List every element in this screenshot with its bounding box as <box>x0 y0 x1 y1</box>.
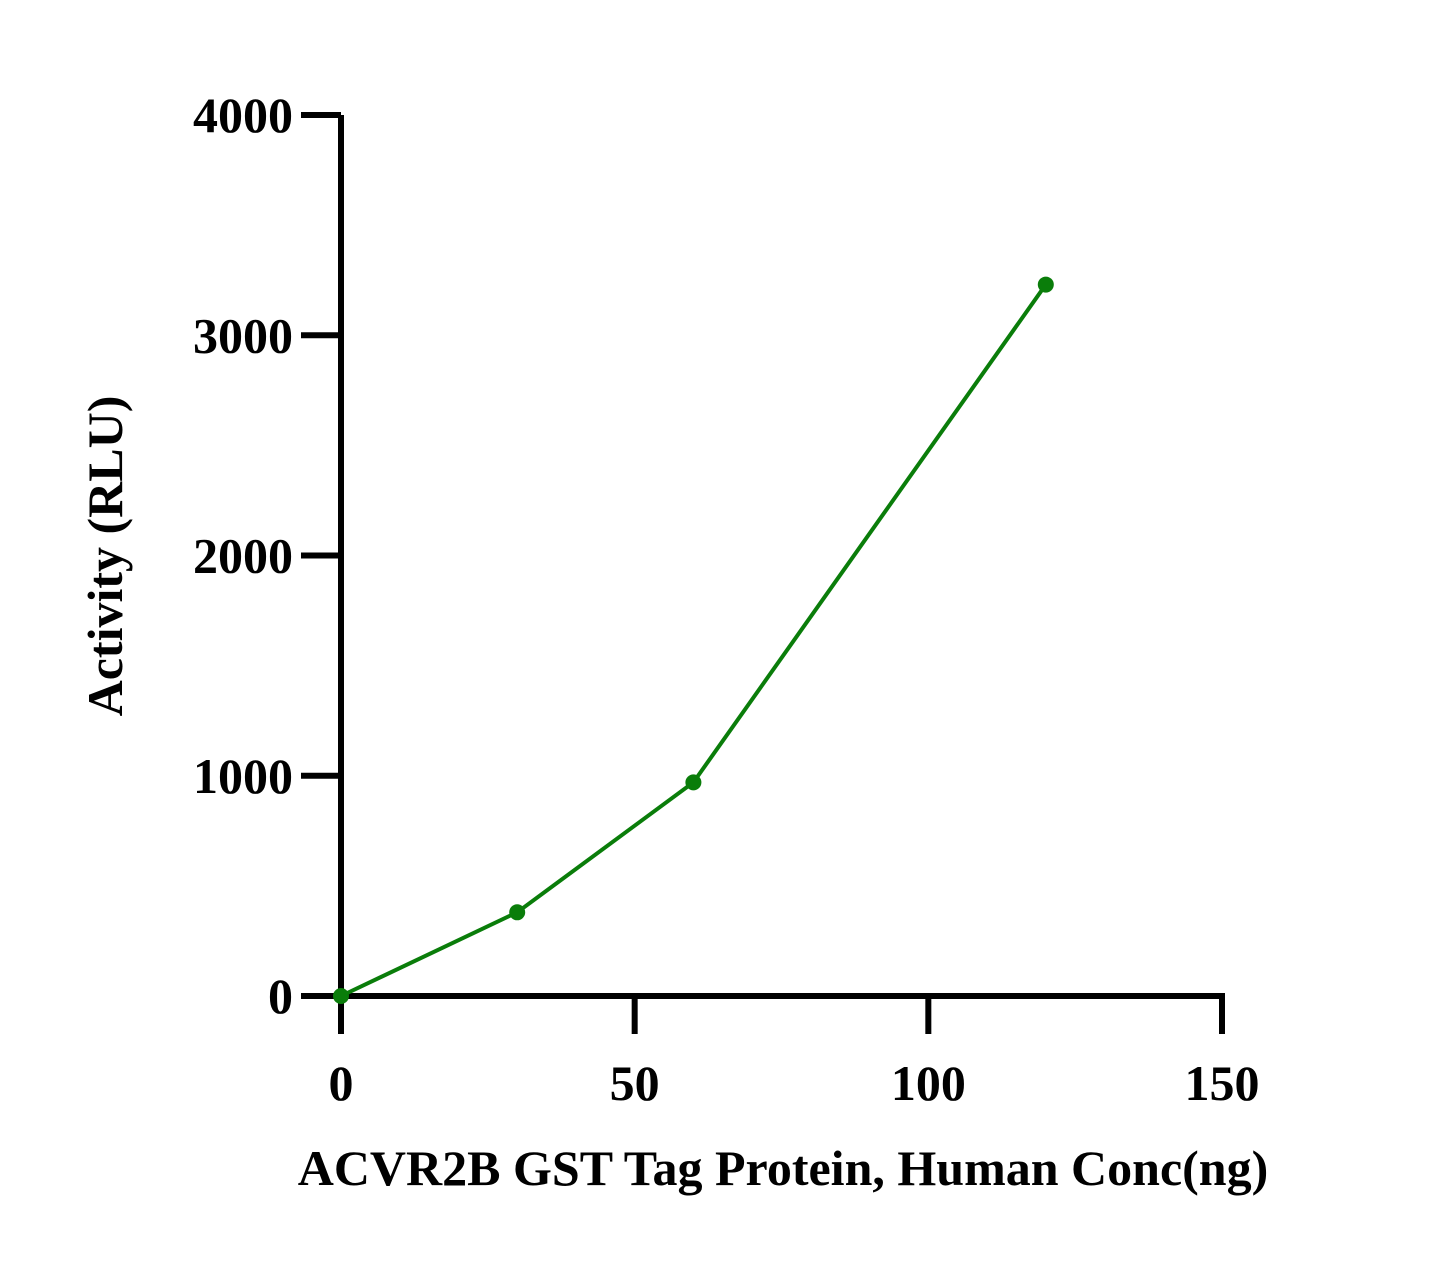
y-tick-label: 2000 <box>193 528 293 584</box>
y-tick-label: 0 <box>268 968 293 1024</box>
line <box>340 283 1048 998</box>
point <box>1037 276 1054 293</box>
x-tick-label: 150 <box>1185 1055 1260 1111</box>
y-tick-label: 3000 <box>193 307 293 363</box>
y-tick-label: 4000 <box>193 87 293 143</box>
y-axis-label: Activity (RLU) <box>77 396 133 717</box>
point <box>333 988 349 1004</box>
x-axis-label: ACVR2B GST Tag Protein, Human Conc(ng) <box>298 1140 1269 1196</box>
x-tick-label: 50 <box>610 1055 660 1111</box>
point <box>509 904 526 921</box>
x-tick-label: 0 <box>329 1055 354 1111</box>
y-tick-label: 1000 <box>193 748 293 804</box>
x-tick-label: 100 <box>891 1055 966 1111</box>
point <box>685 774 702 791</box>
